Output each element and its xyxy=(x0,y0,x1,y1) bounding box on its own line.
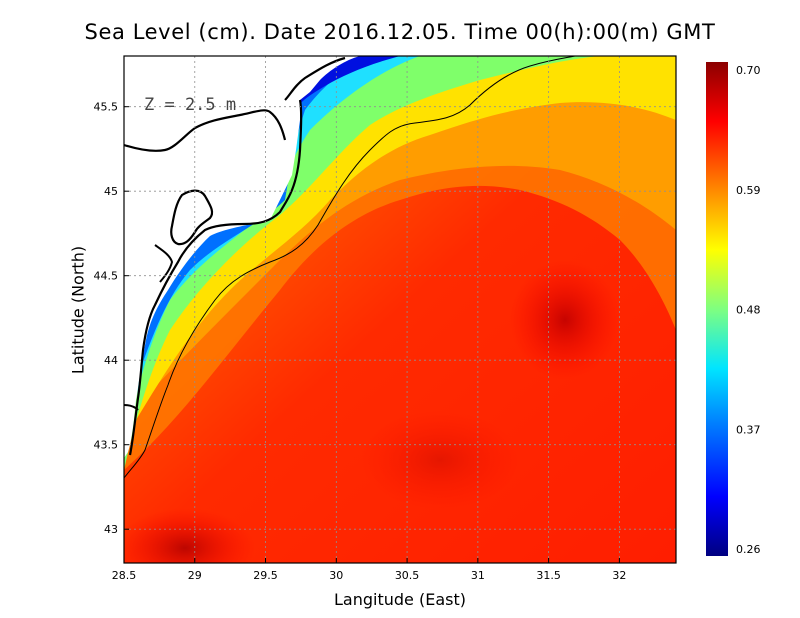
colorbar-tick-label: 0.48 xyxy=(736,304,761,317)
x-tick-label: 31 xyxy=(471,569,485,582)
map-title: Sea Level (cm). Date 2016.12.05. Time 00… xyxy=(84,20,716,44)
colorbar-tick-label: 0.59 xyxy=(736,184,761,197)
colorbar-ticks: 0.70 0.59 0.48 0.37 0.26 xyxy=(736,64,761,556)
y-axis-label: Latitude (North) xyxy=(68,245,88,375)
x-tick-label: 31.5 xyxy=(536,569,561,582)
colorbar-tick-label: 0.37 xyxy=(736,423,761,436)
y-tick-label: 45.5 xyxy=(94,101,119,114)
x-tick-label: 29 xyxy=(188,569,202,582)
y-axis-ticks: 43 43.5 44 44.5 45 45.5 xyxy=(94,101,129,536)
y-tick-label: 44.5 xyxy=(94,270,119,283)
x-axis-label: Langitude (East) xyxy=(334,590,466,609)
contour-line xyxy=(124,56,576,479)
coastline-inlet xyxy=(124,109,287,152)
x-axis-ticks: 28.5 29 29.5 30 30.5 31 31.5 32 xyxy=(112,558,626,582)
sea-level-field xyxy=(124,56,676,563)
x-tick-label: 29.5 xyxy=(253,569,278,582)
coastline-river xyxy=(124,244,173,411)
field-max-spot-southwest xyxy=(124,508,255,563)
x-tick-label: 32 xyxy=(612,569,626,582)
y-tick-label: 45 xyxy=(104,185,118,198)
map-grid xyxy=(124,56,676,563)
x-tick-label: 28.5 xyxy=(112,569,137,582)
y-tick-label: 43.5 xyxy=(94,439,119,452)
land-mask xyxy=(124,56,360,458)
colorbar xyxy=(706,62,728,556)
colorbar-tick-label: 0.26 xyxy=(736,543,761,556)
depth-annotation: Z = 2.5 m xyxy=(144,95,236,115)
colorbar-tick-label: 0.70 xyxy=(736,64,761,77)
field-max-spot-south xyxy=(360,410,520,510)
field-max-spot-east xyxy=(510,260,620,380)
plot-frame xyxy=(123,55,677,564)
x-tick-label: 30 xyxy=(329,569,343,582)
y-tick-label: 44 xyxy=(104,354,118,367)
x-tick-label: 30.5 xyxy=(395,569,420,582)
coastline xyxy=(128,56,346,456)
y-tick-label: 43 xyxy=(104,523,118,536)
